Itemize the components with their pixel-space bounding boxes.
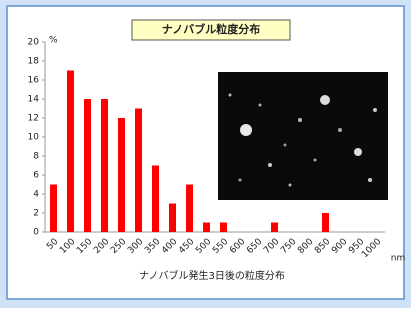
bar [135,109,142,233]
y-tick-label: 4 [33,190,39,200]
y-unit: % [49,36,58,46]
bar [186,185,193,233]
bar [67,71,74,233]
x-unit: nm [391,254,405,264]
y-tick-label: 8 [33,152,39,162]
y-tick-label: 16 [28,76,40,86]
bar [220,223,227,233]
y-tick-label: 0 [33,228,39,238]
bar [118,118,125,232]
y-tick-label: 10 [28,133,40,143]
y-tick-label: 12 [28,114,39,124]
chart-title: ナノバブル粒度分布 [162,22,260,36]
bar [271,223,278,233]
bar [203,223,210,233]
chart: ナノバブル粒度分布 % nm ナノバブル発生3日後の粒度分布 0 2 4 6 8 10 12… [0,0,411,308]
y-tick-label: 20 [28,38,40,48]
y-tick-label: 2 [33,209,39,219]
bar [101,99,108,232]
x-axis-title: ナノバブル発生3日後の粒度分布 [139,269,285,282]
y-tick-label: 14 [28,95,40,105]
y-tick-label: 18 [28,57,40,67]
bar [50,185,57,233]
inset-photo [218,72,388,200]
y-tick-label: 6 [33,171,39,181]
bar [169,204,176,233]
bar [322,213,329,232]
bar [84,99,91,232]
bar [152,166,159,233]
